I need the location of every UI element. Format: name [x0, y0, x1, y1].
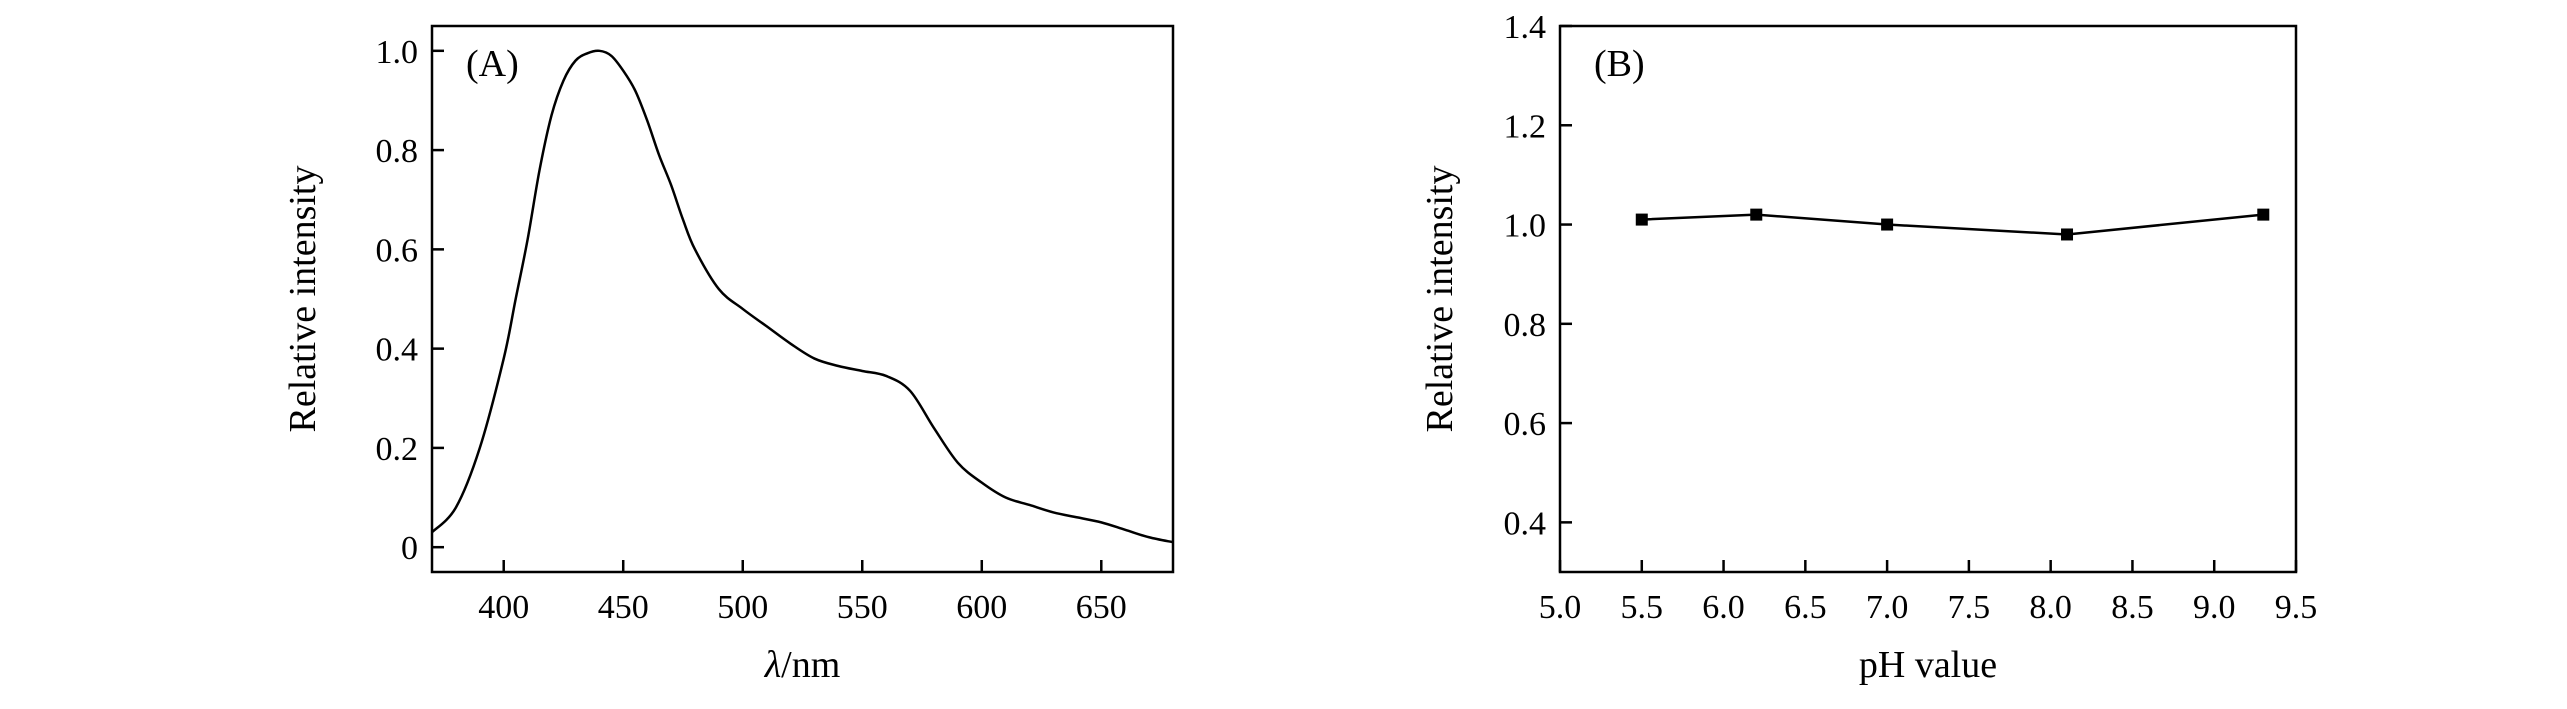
y-tick-label: 0.2	[376, 431, 419, 468]
y-tick-label: 1.2	[1504, 108, 1547, 145]
x-tick-label: 8.0	[2029, 589, 2072, 626]
y-tick-label: 0.8	[376, 133, 419, 170]
x-axis-label: λ/nm	[764, 644, 841, 686]
panel-label: (B)	[1594, 43, 1645, 85]
series-line	[431, 49, 1174, 544]
x-tick-label: 5.5	[1621, 589, 1664, 626]
y-tick-label: 0.8	[1504, 307, 1547, 344]
x-tick-label: 6.0	[1702, 589, 1745, 626]
x-tick-label: 400	[478, 589, 529, 626]
y-tick-label: 0.4	[376, 332, 419, 369]
x-tick-label: 5.0	[1539, 589, 1582, 626]
x-tick-label: 7.0	[1866, 589, 1909, 626]
x-tick-label: 550	[837, 589, 888, 626]
plot-frame	[1558, 24, 2298, 574]
y-tick-label: 1.0	[376, 34, 419, 71]
series-line	[1641, 213, 2264, 236]
panel-b-ph-chart: 5.0 5.5 6.0 6.5 7.0 7.5 8.0 8.5 9.0 9.5 0.4 0.6 0.8 1…	[1419, 9, 2317, 686]
x-tick-label: 600	[956, 589, 1007, 626]
y-tick-label: 0.6	[376, 232, 419, 269]
data-point	[2257, 208, 2270, 221]
panel-label: (A)	[466, 43, 519, 85]
y-tick-label: 1.0	[1504, 208, 1547, 245]
data-point	[1750, 208, 1763, 221]
x-axis-label: pH value	[1859, 644, 1997, 686]
panel-a-spectrum-chart: 400 450 500 550 600 650 0 0.2 0.4 0.6 0.8 1.0 (A) Rel…	[282, 24, 1175, 686]
x-tick-label: 500	[717, 589, 768, 626]
data-point	[2061, 228, 2074, 241]
plot-frame	[430, 24, 1175, 574]
y-tick-label: 0.4	[1504, 505, 1547, 542]
x-tick-label: 7.5	[1948, 589, 1991, 626]
data-point	[1881, 218, 1894, 231]
y-axis-label: Relative intensity	[282, 165, 324, 432]
x-tick-label: 6.5	[1784, 589, 1827, 626]
y-tick-label: 0.6	[1504, 406, 1547, 443]
y-tick-label: 0	[401, 530, 418, 567]
y-tick-label: 1.4	[1504, 9, 1547, 46]
x-tick-label: 450	[598, 589, 649, 626]
x-tick-label: 9.0	[2193, 589, 2236, 626]
y-axis-label: Relative intensity	[1419, 165, 1461, 432]
x-tick-label: 650	[1076, 589, 1127, 626]
x-tick-label: 8.5	[2111, 589, 2154, 626]
x-tick-label: 9.5	[2275, 589, 2318, 626]
data-point	[1635, 213, 1648, 226]
